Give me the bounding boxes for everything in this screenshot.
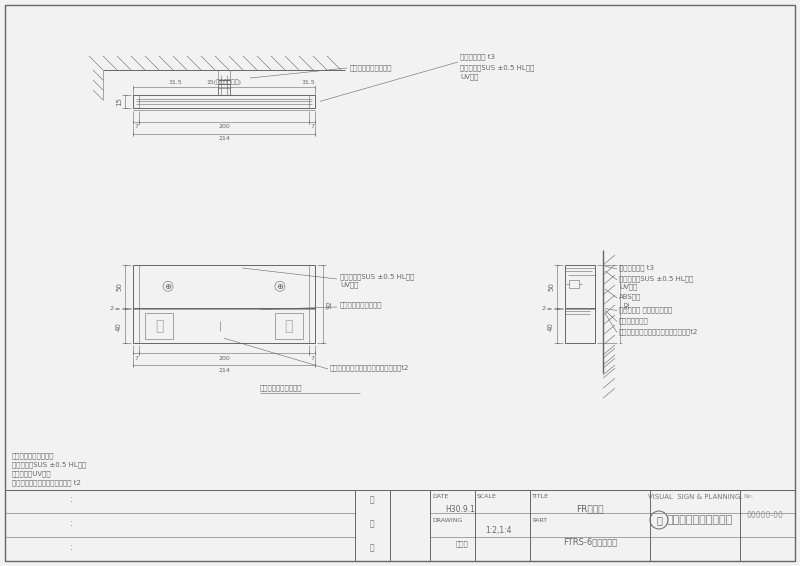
Text: VISUAL  SIGN & PLANNING.: VISUAL SIGN & PLANNING. bbox=[648, 494, 742, 500]
Text: DRAWING: DRAWING bbox=[432, 517, 462, 522]
Text: 2: 2 bbox=[541, 306, 545, 311]
Bar bbox=[133, 95, 315, 108]
Text: 表示基板：SUS ±0.5 HL仕上: 表示基板：SUS ±0.5 HL仕上 bbox=[619, 276, 694, 282]
Text: 株式会社　フ　ジ　タ: 株式会社 フ ジ タ bbox=[667, 515, 733, 525]
Text: :: : bbox=[69, 520, 71, 529]
Text: 40: 40 bbox=[116, 321, 122, 331]
Text: スライド可変表示：アクリルマット板t2: スライド可変表示：アクリルマット板t2 bbox=[619, 328, 698, 335]
Bar bbox=[569, 280, 579, 288]
Text: H30.9.1: H30.9.1 bbox=[445, 505, 475, 514]
Text: 200: 200 bbox=[218, 355, 230, 361]
Text: 15: 15 bbox=[116, 97, 122, 106]
Text: UV印刷: UV印刷 bbox=[460, 74, 478, 80]
Text: アルミ型材 アルマイト仕上: アルミ型材 アルマイト仕上 bbox=[619, 306, 672, 313]
Text: フレーム：アルミ型材: フレーム：アルミ型材 bbox=[12, 453, 54, 459]
Bar bbox=[565, 265, 595, 343]
Text: 表示基板：SUS ±0.5 HL仕上: 表示基板：SUS ±0.5 HL仕上 bbox=[340, 274, 414, 280]
Bar bbox=[145, 313, 173, 339]
Text: 室: 室 bbox=[155, 319, 163, 333]
Text: UV印刷: UV印刷 bbox=[340, 282, 358, 288]
Text: 表示方法：UV印刷: 表示方法：UV印刷 bbox=[12, 471, 52, 477]
Text: 2: 2 bbox=[109, 306, 113, 311]
Text: 7: 7 bbox=[134, 355, 138, 361]
Text: SCALE: SCALE bbox=[477, 494, 497, 499]
Text: ⊕: ⊕ bbox=[277, 282, 283, 291]
Text: スライド可変表示：アクリル板 t2: スライド可変表示：アクリル板 t2 bbox=[12, 480, 81, 486]
Text: 中: 中 bbox=[285, 319, 293, 333]
Text: 214: 214 bbox=[218, 136, 230, 142]
Text: 200: 200 bbox=[218, 125, 230, 129]
Text: FR室名札: FR室名札 bbox=[576, 504, 604, 513]
Text: TITLE: TITLE bbox=[532, 494, 549, 499]
Text: 室在表示シート: 室在表示シート bbox=[619, 317, 649, 324]
Text: スライド可変表示：アクリルマット板t2: スライド可変表示：アクリルマット板t2 bbox=[330, 365, 410, 371]
Text: 50: 50 bbox=[548, 282, 554, 291]
Text: 1:2,1:4: 1:2,1:4 bbox=[485, 526, 511, 535]
Text: No.: No. bbox=[743, 494, 754, 499]
Text: 214: 214 bbox=[218, 368, 230, 372]
Text: PART: PART bbox=[532, 517, 547, 522]
Text: ABS樹脂: ABS樹脂 bbox=[619, 294, 642, 301]
Text: FTRS-6（正面型）: FTRS-6（正面型） bbox=[563, 538, 617, 547]
Text: DATE: DATE bbox=[432, 494, 448, 499]
Text: フレーム：アルミ型材: フレーム：アルミ型材 bbox=[350, 65, 393, 71]
Text: 7: 7 bbox=[310, 355, 314, 361]
Text: フレーム：アルミ型材: フレーム：アルミ型材 bbox=[340, 302, 382, 308]
Text: ㊞: ㊞ bbox=[656, 515, 662, 525]
Text: 50: 50 bbox=[116, 282, 122, 291]
Text: ⊕: ⊕ bbox=[165, 282, 171, 291]
Text: 31.5: 31.5 bbox=[302, 79, 315, 84]
Bar bbox=[133, 265, 315, 343]
Text: 40: 40 bbox=[548, 321, 554, 331]
Text: :: : bbox=[69, 543, 71, 552]
Text: 7: 7 bbox=[134, 125, 138, 129]
Text: 版: 版 bbox=[370, 543, 374, 552]
Text: 7: 7 bbox=[310, 125, 314, 129]
Text: 31.5: 31.5 bbox=[169, 79, 182, 84]
Text: アルミ複合板 t3: アルミ複合板 t3 bbox=[460, 54, 495, 61]
Text: 関　係: 関 係 bbox=[456, 541, 468, 547]
Text: 92: 92 bbox=[327, 299, 333, 308]
Text: 版: 版 bbox=[370, 495, 374, 504]
Text: 00000-00: 00000-00 bbox=[746, 512, 783, 521]
Text: 表示「空室・使用中」: 表示「空室・使用中」 bbox=[260, 385, 302, 391]
Text: アルミ複合板 t3: アルミ複合板 t3 bbox=[619, 265, 654, 271]
Text: UV印刷: UV印刷 bbox=[619, 284, 638, 290]
Text: 表示基板：SUS ±0.5 HL仕上: 表示基板：SUS ±0.5 HL仕上 bbox=[460, 65, 534, 71]
Text: 15(ネジ取付寸法): 15(ネジ取付寸法) bbox=[206, 79, 242, 85]
Bar bbox=[275, 313, 303, 339]
Text: 表示基板：SUS ±0.5 HL仕上: 表示基板：SUS ±0.5 HL仕上 bbox=[12, 462, 86, 468]
Text: 版: 版 bbox=[370, 520, 374, 529]
Text: 92: 92 bbox=[624, 299, 630, 308]
Text: :: : bbox=[69, 495, 71, 504]
